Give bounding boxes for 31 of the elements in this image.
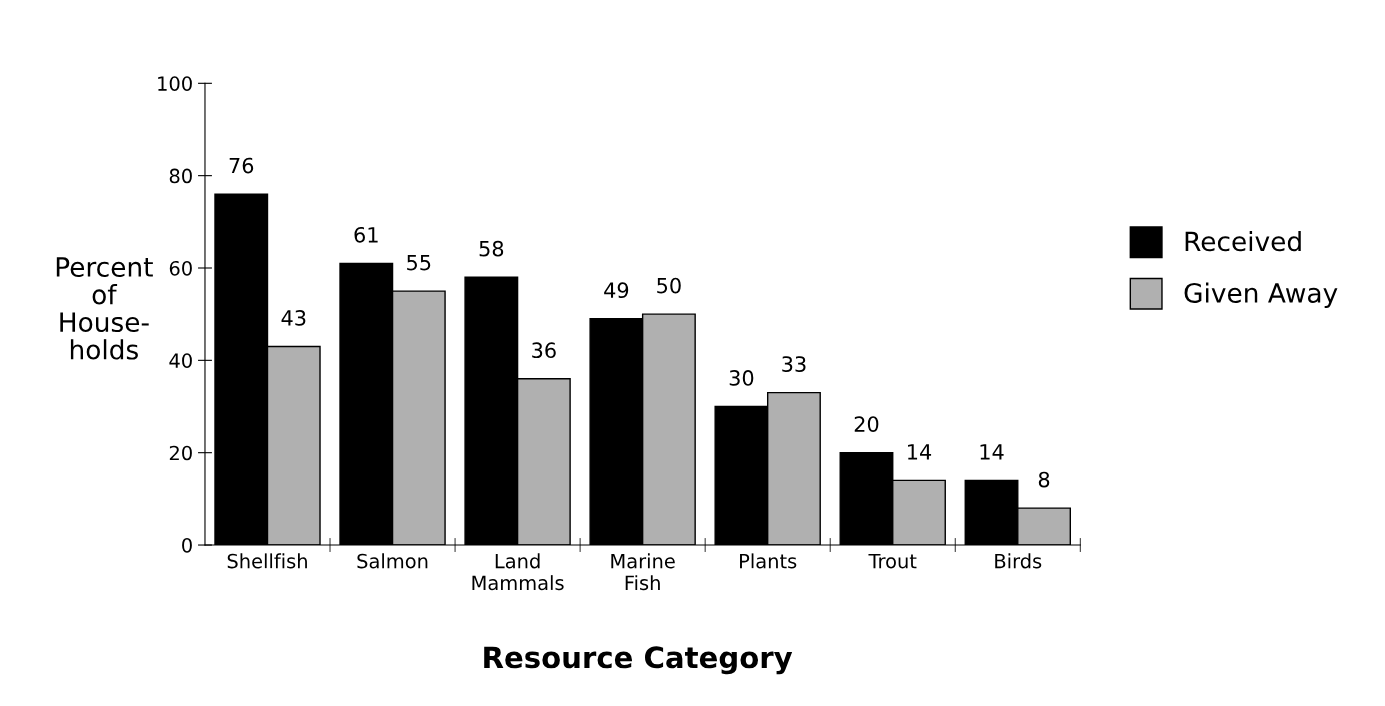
data-label: 8 <box>1038 471 1050 488</box>
x-tick-label: Shellfish <box>227 553 307 569</box>
data-label: 43 <box>281 310 306 326</box>
y-tick-label: 60 <box>169 260 192 276</box>
legend-label: Given Away <box>1184 282 1338 309</box>
data-label: 76 <box>229 157 254 174</box>
data-label: 49 <box>604 282 629 299</box>
data-label: 36 <box>532 342 556 359</box>
y-axis-title: Percent of House- holds <box>56 257 153 360</box>
y-tick-label: 20 <box>169 445 192 461</box>
data-label: 20 <box>854 416 879 432</box>
x-tick-label: Salmon <box>357 553 428 569</box>
x-tick-label: Marine Fish <box>611 553 675 591</box>
x-tick-label: Land Mammals <box>472 553 564 591</box>
legend-label: Received <box>1185 230 1301 252</box>
y-tick-label: 100 <box>158 76 192 91</box>
y-tick-label: 0 <box>182 537 192 553</box>
data-label: 30 <box>729 370 754 386</box>
y-tick-label: 80 <box>169 168 192 184</box>
data-label: 14 <box>980 444 1004 460</box>
x-axis-title: Resource Category <box>484 646 793 675</box>
data-label: 14 <box>908 444 932 460</box>
x-tick-label: Plants <box>740 553 797 569</box>
data-label: 58 <box>479 240 504 257</box>
data-label: 55 <box>407 254 431 271</box>
data-label: 33 <box>782 356 806 372</box>
x-tick-label: Birds <box>995 553 1042 569</box>
data-label: 61 <box>354 226 378 243</box>
x-tick-label: Trout <box>868 553 917 569</box>
y-tick-label: 40 <box>169 353 192 369</box>
data-label: 50 <box>657 277 681 294</box>
